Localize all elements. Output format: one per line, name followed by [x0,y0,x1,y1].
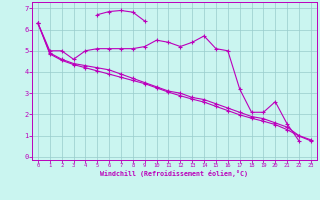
X-axis label: Windchill (Refroidissement éolien,°C): Windchill (Refroidissement éolien,°C) [100,170,248,177]
